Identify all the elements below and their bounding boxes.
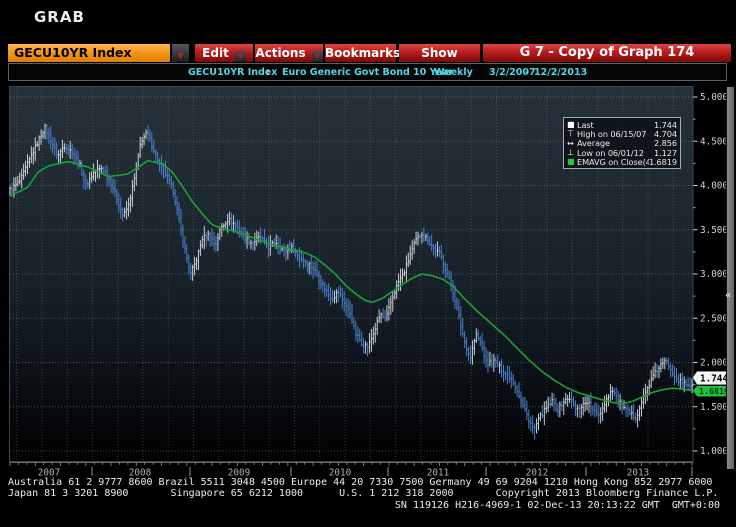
svg-text:2.000: 2.000 bbox=[700, 358, 728, 369]
security-header: GECU10YR Index : Euro Generic Govt Bond … bbox=[8, 63, 727, 81]
date-from: 3/2/2007 bbox=[489, 67, 536, 78]
svg-text:5.000: 5.000 bbox=[700, 92, 728, 103]
svg-text:4.000: 4.000 bbox=[700, 181, 728, 192]
security-ticker: GECU10YR Index bbox=[188, 67, 278, 78]
legend-row-average: ↔ Average 2.856 bbox=[567, 138, 677, 149]
legend-label: Average bbox=[577, 138, 610, 149]
legend-value: 1.127 bbox=[654, 147, 677, 158]
ticker-dropdown-button[interactable]: ▼ bbox=[172, 44, 189, 62]
legend-label: High on 06/15/07 bbox=[577, 128, 647, 139]
footer-contacts-line1: Australia 61 2 9777 8600 Brazil 5511 304… bbox=[8, 477, 713, 488]
menu-edit[interactable]: Edit ▼ bbox=[195, 44, 253, 62]
svg-text:1.000: 1.000 bbox=[700, 446, 728, 457]
window-title: GRAB bbox=[34, 8, 85, 26]
legend-value: 1.744 bbox=[654, 119, 677, 130]
legend-row-low: ⊥ Low on 06/01/12 1.127 bbox=[567, 147, 677, 158]
chevron-down-icon: ▼ bbox=[234, 51, 246, 62]
svg-text:2.500: 2.500 bbox=[700, 313, 728, 324]
average-marker-icon: ↔ bbox=[567, 138, 574, 148]
menu-show[interactable]: Show bbox=[399, 44, 480, 62]
menu-bookmarks[interactable]: Bookmarks bbox=[325, 44, 400, 62]
svg-text:1.744: 1.744 bbox=[700, 374, 728, 385]
menu-edit-label: Edit bbox=[202, 46, 229, 60]
ticker-input[interactable]: GECU10YR Index bbox=[8, 44, 170, 62]
menu-actions-label: Actions bbox=[255, 46, 306, 60]
chevron-down-icon: ▼ bbox=[177, 51, 184, 60]
legend-row-last: ■ Last 1.744 bbox=[567, 119, 677, 130]
svg-text:2010: 2010 bbox=[329, 468, 351, 479]
svg-text:4.500: 4.500 bbox=[700, 136, 728, 147]
separator: : bbox=[266, 67, 270, 78]
svg-text:2013: 2013 bbox=[627, 468, 649, 479]
date-to: 12/2/2013 bbox=[534, 67, 588, 78]
panel-scrollbar[interactable]: « bbox=[725, 87, 734, 469]
low-marker-icon: ⊥ bbox=[567, 148, 574, 158]
legend-label: Low on 06/01/12 bbox=[577, 147, 644, 158]
svg-text:2009: 2009 bbox=[228, 468, 250, 479]
legend-value: 2.856 bbox=[654, 138, 677, 149]
legend-row-emavg: ■EMAVG on Close(40)1.6819 bbox=[567, 156, 677, 167]
legend-value: 4.704 bbox=[654, 128, 677, 139]
svg-text:2008: 2008 bbox=[129, 468, 151, 479]
date-dash: - bbox=[525, 67, 529, 78]
footer-session-info: SN 119126 H216-4969-1 02-Dec-13 20:13:22… bbox=[394, 499, 720, 511]
menu-actions[interactable]: Actions ▼ bbox=[255, 44, 323, 62]
frequency-label: Weekly bbox=[434, 67, 473, 78]
emavg-marker-icon: ■ bbox=[567, 157, 575, 167]
security-description: Euro Generic Govt Bond 10 Year bbox=[282, 67, 454, 78]
legend-label: EMAVG on Close(40) bbox=[577, 156, 649, 167]
svg-text:2011: 2011 bbox=[427, 468, 449, 479]
legend-value: 1.6819 bbox=[648, 156, 677, 167]
menu-show-label: Show bbox=[421, 46, 458, 60]
terminal-footer: Australia 61 2 9777 8600 Brazil 5511 304… bbox=[8, 477, 720, 511]
chevron-down-icon: ▼ bbox=[311, 51, 323, 62]
collapse-chevron-icon: « bbox=[725, 290, 732, 301]
svg-text:1.6819: 1.6819 bbox=[699, 386, 729, 396]
high-marker-icon: ⊤ bbox=[567, 129, 574, 139]
chart-legend: ■ Last 1.744 ⊤ High on 06/15/07 4.704 ↔ Avera… bbox=[563, 117, 681, 170]
legend-row-high: ⊤ High on 06/15/07 4.704 bbox=[567, 128, 677, 139]
svg-text:3.000: 3.000 bbox=[700, 269, 728, 280]
legend-label: Last bbox=[577, 119, 594, 130]
footer-contacts-line2: Japan 81 3 3201 8900 Singapore 65 6212 1… bbox=[8, 488, 719, 500]
svg-text:3.500: 3.500 bbox=[700, 225, 728, 236]
svg-text:2012: 2012 bbox=[526, 468, 548, 479]
menu-bookmarks-label: Bookmarks bbox=[325, 46, 401, 60]
last-marker-icon: ■ bbox=[567, 120, 575, 130]
svg-text:1.500: 1.500 bbox=[700, 402, 728, 413]
svg-text:2007: 2007 bbox=[38, 468, 60, 479]
screen-title: G 7 - Copy of Graph 174 bbox=[483, 44, 731, 62]
